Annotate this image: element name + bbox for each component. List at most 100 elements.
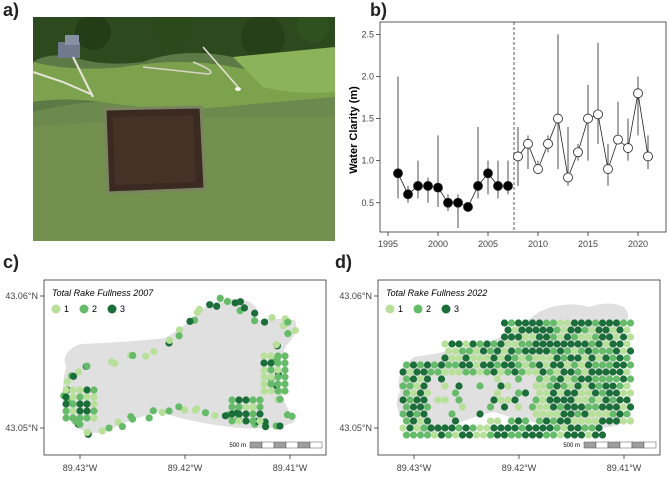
rake-dot (416, 403, 425, 411)
rake-dot (542, 361, 551, 369)
rake-dot (623, 382, 631, 390)
rake-dot (469, 354, 477, 362)
rake-dot (406, 396, 414, 404)
rake-dot (542, 389, 551, 397)
rake-dot (409, 417, 418, 425)
rake-dot (409, 403, 418, 411)
rake-dot (274, 373, 282, 381)
rake-dot (462, 354, 470, 362)
rake-dot (430, 361, 439, 369)
rake-dot (609, 382, 617, 390)
rake-dot (546, 424, 554, 432)
scale-segment (619, 441, 633, 449)
rake-dot (616, 340, 624, 348)
rake-dot (406, 382, 414, 390)
scale-segment (607, 441, 621, 449)
rake-dot (69, 372, 78, 380)
rake-dot (284, 330, 292, 338)
rake-dot (626, 361, 635, 369)
rake-dot (612, 375, 621, 383)
rake-dot (514, 431, 523, 439)
rake-dot (288, 412, 296, 420)
rake-dot (616, 368, 624, 376)
legend-swatch (441, 304, 451, 314)
rake-dot (420, 424, 428, 432)
rake-dot (267, 352, 275, 360)
rake-dot (83, 428, 91, 436)
scale-segment (285, 441, 299, 449)
scale-segment (297, 441, 311, 449)
rake-dot (546, 326, 554, 334)
rake-dot (570, 431, 579, 439)
rake-dot (623, 340, 631, 348)
data-point (553, 113, 563, 124)
rake-dot (525, 340, 533, 348)
rake-dot (409, 431, 418, 439)
data-point (613, 134, 623, 145)
rake-dot (83, 407, 91, 415)
rake-dot (609, 368, 617, 376)
rake-dot (500, 319, 509, 327)
rake-dot (444, 347, 453, 355)
rake-dot (274, 366, 282, 374)
rake-dot (90, 414, 98, 422)
rake-dot (542, 333, 551, 341)
rake-dot (588, 326, 596, 334)
rake-dot (539, 340, 547, 348)
rake-dot (441, 340, 449, 348)
rake-dot (602, 410, 610, 418)
rake-dot (588, 410, 596, 418)
x-tick-label: 89.41°W (273, 463, 308, 473)
panel-label-c: c) (3, 252, 20, 272)
rake-dot (451, 361, 460, 369)
x-tick-label: 89.41°W (607, 463, 642, 473)
y-axis-label: Water Clarity (m) (348, 86, 360, 174)
rake-dot (560, 326, 568, 334)
rake-dot (570, 333, 579, 341)
rake-dot (479, 431, 488, 439)
rake-dot (581, 340, 589, 348)
rake-dot (458, 431, 467, 439)
rake-dot (556, 361, 565, 369)
rake-dot (521, 347, 530, 355)
rake-dot (507, 417, 516, 425)
rake-dot (595, 340, 603, 348)
rake-dot (591, 403, 600, 411)
rake-dot (612, 361, 621, 369)
rake-dot (619, 361, 628, 369)
rake-dot (511, 326, 519, 334)
rake-dot (563, 389, 572, 397)
map-title-2022: Total Rake Fullness 2022 (386, 288, 487, 298)
y-tick-label: 0.5 (361, 198, 374, 208)
rake-dot (612, 347, 621, 355)
legend-label: 2 (426, 304, 431, 314)
y-tick-label: 43.05°N (339, 423, 372, 433)
rake-dot (560, 368, 568, 376)
rake-dot (402, 361, 411, 369)
map-axes-2022: 89.43°W 89.42°W 89.41°W 43.06°N 43.05°N (339, 291, 641, 473)
rake-dot (598, 389, 607, 397)
rake-dot (581, 326, 589, 334)
rake-dot (291, 326, 299, 335)
rake-dot (235, 417, 243, 425)
rake-dot (584, 389, 593, 397)
rake-dot (539, 382, 547, 390)
rake-dot (525, 424, 533, 432)
data-point (543, 138, 553, 149)
rake-dot (591, 375, 600, 383)
rake-dot (434, 368, 442, 376)
rake-dot (416, 375, 425, 383)
rake-dot (228, 403, 236, 411)
rake-dot (455, 340, 463, 348)
rake-dot (504, 382, 512, 390)
rake-dot (129, 351, 137, 360)
rake-dot (521, 319, 530, 327)
y-tick-label: 2.5 (361, 29, 374, 39)
rake-dot (420, 410, 428, 418)
rake-dot (563, 417, 572, 425)
rake-dot (616, 326, 624, 334)
rake-dot (476, 382, 484, 390)
rake-dot (525, 354, 533, 362)
rake-dot (553, 382, 561, 390)
rake-dot (462, 424, 470, 432)
